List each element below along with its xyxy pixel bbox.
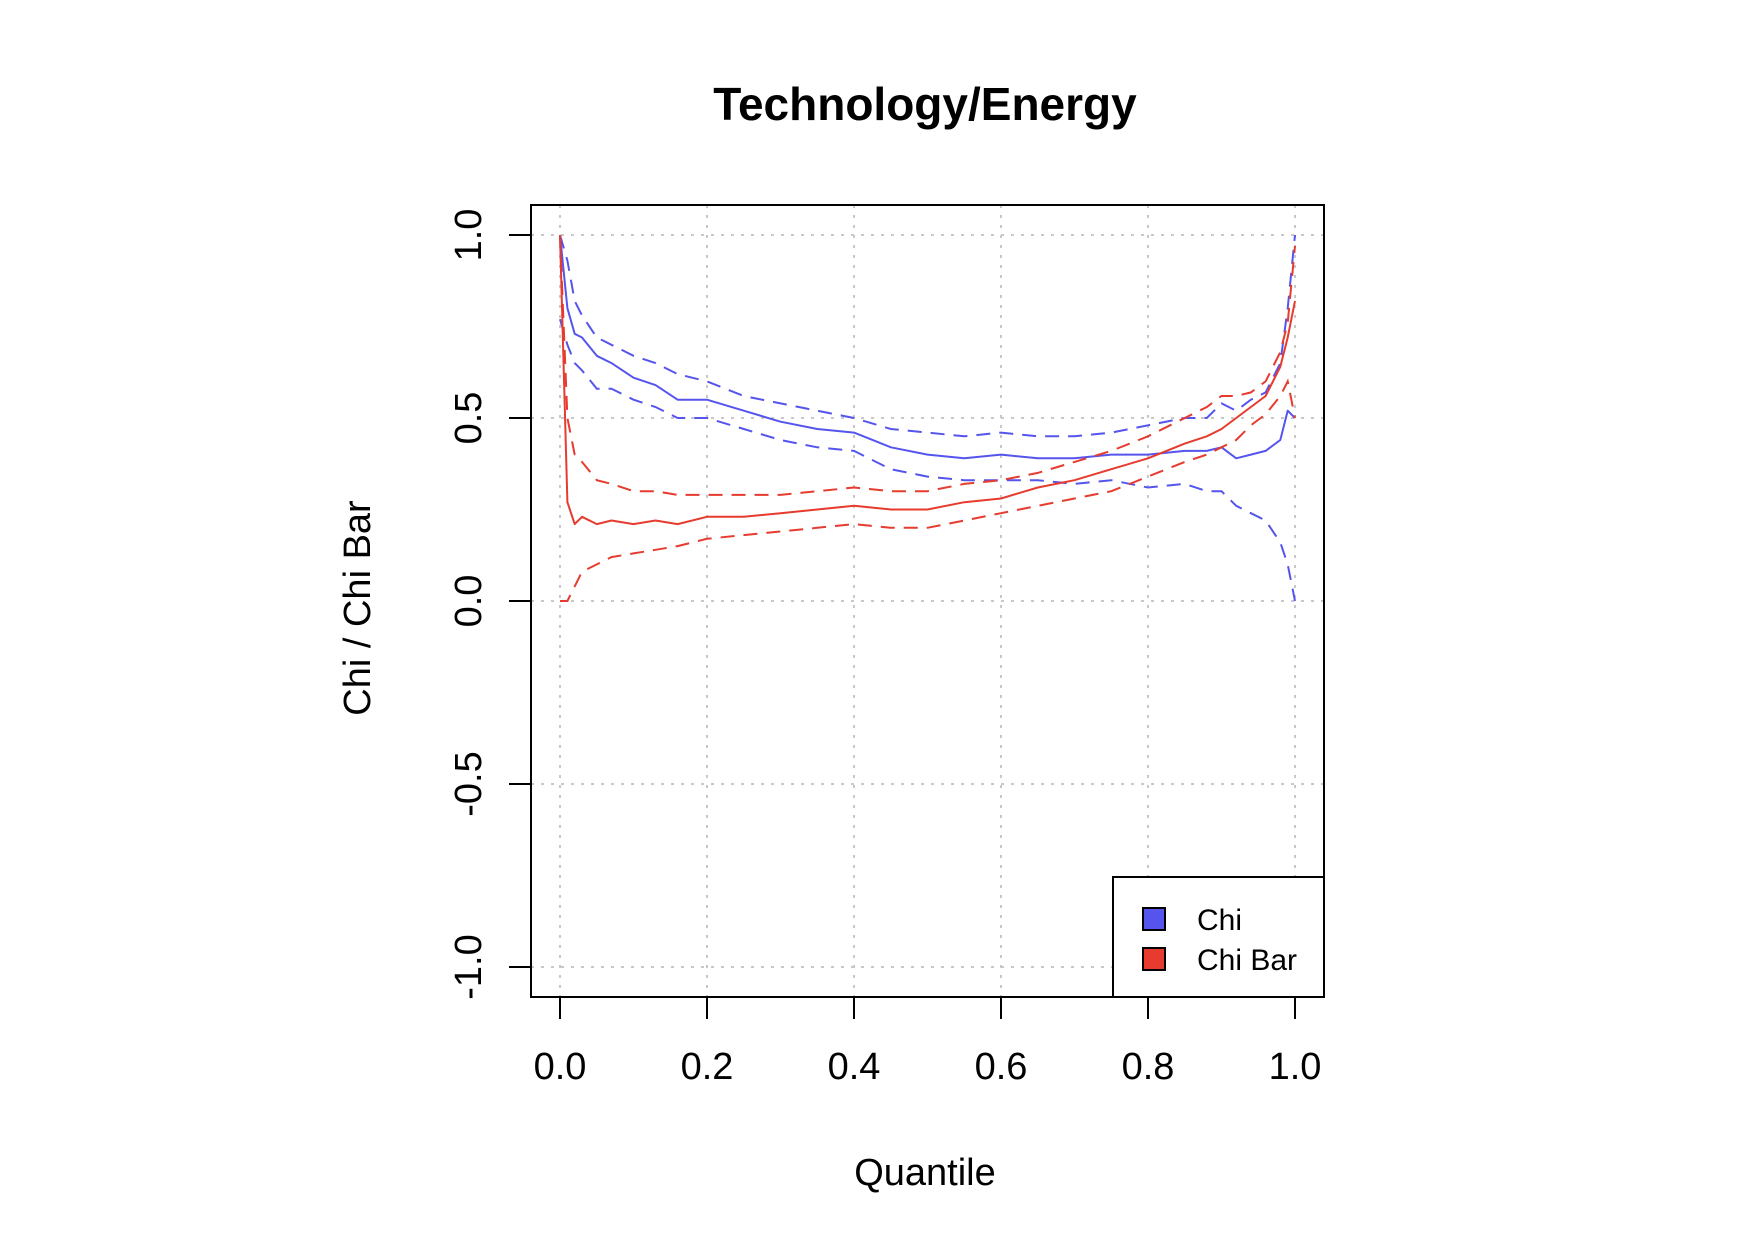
- x-tick-label-0: 0.0: [534, 1046, 587, 1088]
- y-tick-label-4: 1.0: [448, 209, 490, 262]
- series-layer: [559, 234, 1296, 602]
- y-tick-label-1: -0.5: [448, 751, 490, 816]
- series-0-lower-band: [559, 318, 1296, 602]
- y-tick-label-0: -1.0: [448, 934, 490, 999]
- series-1-upper-band: [559, 234, 1296, 496]
- x-tick-label-1: 0.2: [681, 1046, 734, 1088]
- x-tick-label-5: 1.0: [1269, 1046, 1322, 1088]
- y-axis-title: Chi / Chi Bar: [337, 500, 379, 716]
- series-1-line: [559, 234, 1296, 526]
- legend-box: [1112, 876, 1325, 998]
- legend-label-1: Chi Bar: [1197, 944, 1297, 977]
- x-tick-label-4: 0.8: [1122, 1046, 1175, 1088]
- chart-title: Technology/Energy: [713, 78, 1137, 130]
- series-1-lower-band: [560, 378, 1296, 602]
- legend-label-0: Chi: [1197, 904, 1242, 937]
- legend-swatch-1: [1142, 947, 1166, 971]
- y-tick-label-2: 0.0: [448, 575, 490, 628]
- x-tick-label-3: 0.6: [975, 1046, 1028, 1088]
- legend: Chi Chi Bar: [1112, 876, 1325, 998]
- y-tick-label-3: 0.5: [448, 392, 490, 445]
- axes: 0.0 0.2 0.4 0.6 0.8 1.0 -1.0 -0.5 0.0 0.5 1.0: [448, 204, 1325, 1088]
- x-axis-title: Quantile: [854, 1152, 996, 1194]
- x-tick-label-2: 0.4: [828, 1046, 881, 1088]
- series-0-line: [559, 234, 1296, 460]
- legend-swatch-0: [1142, 907, 1166, 931]
- series-0-upper-band: [559, 234, 1296, 438]
